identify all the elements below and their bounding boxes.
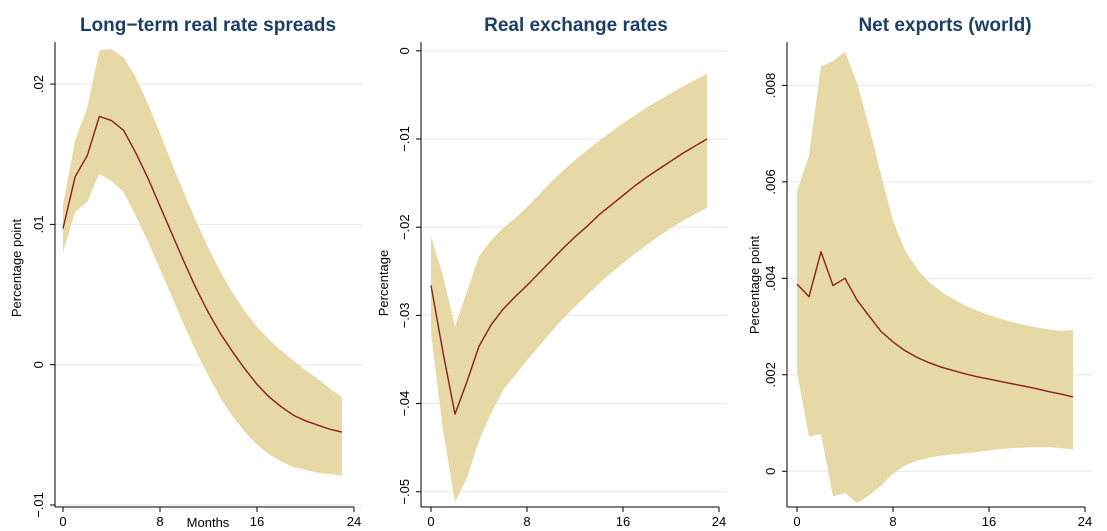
x-tick-label: 16 xyxy=(982,514,996,529)
x-tick-label: 0 xyxy=(427,514,434,529)
confidence-band xyxy=(797,51,1073,504)
confidence-band xyxy=(431,73,707,503)
y-tick-label: .002 xyxy=(763,362,778,387)
panel-net-exports-world: Net exports (world) Percentage point 0 .0… xyxy=(747,15,1093,529)
y-tick-label: .006 xyxy=(763,169,778,194)
y-tick-label: −.01 xyxy=(397,126,412,152)
y-axis-label: Percentage xyxy=(376,250,391,317)
y-tick-label: .004 xyxy=(763,266,778,291)
y-tick-label: −.03 xyxy=(397,303,412,329)
y-axis-label: Percentage point xyxy=(9,218,24,317)
y-tick-label: −.04 xyxy=(397,391,412,417)
y-tick-label: −.02 xyxy=(397,214,412,240)
series-line xyxy=(62,115,343,433)
y-tick-label: 0 xyxy=(31,361,46,368)
panel-real-exchange-rates: Real exchange rates Percentage −.05 −.04 −… xyxy=(376,15,727,529)
y-tick-label: .008 xyxy=(763,73,778,98)
series-line xyxy=(796,251,1074,398)
y-tick-label: −.01 xyxy=(31,492,46,518)
x-tick-label: 8 xyxy=(156,514,163,529)
y-tick-label: −.05 xyxy=(397,479,412,505)
panel-title: Real exchange rates xyxy=(484,15,668,36)
y-axis-label: Percentage point xyxy=(747,235,762,334)
x-tick-label: 16 xyxy=(616,514,630,529)
y-tick-label: .02 xyxy=(31,75,46,93)
y-tick-label: 0 xyxy=(397,47,412,54)
panel-title: Net exports (world) xyxy=(858,15,1031,36)
x-tick-label: 0 xyxy=(793,514,800,529)
panel-long-term-real-rate-spreads: Long−term real rate spreads Percentage p… xyxy=(9,15,362,530)
panel-title: Long−term real rate spreads xyxy=(80,15,336,36)
y-tick-label: 0 xyxy=(763,468,778,475)
x-tick-label: 24 xyxy=(712,514,726,529)
x-tick-label: 16 xyxy=(250,514,264,529)
x-axis-label: Months xyxy=(187,515,230,530)
x-tick-label: 24 xyxy=(347,514,361,529)
confidence-band xyxy=(63,49,342,476)
x-tick-label: 24 xyxy=(1078,514,1092,529)
x-tick-label: 8 xyxy=(523,514,530,529)
series-line xyxy=(430,138,708,415)
x-tick-label: 8 xyxy=(889,514,896,529)
y-tick-label: .01 xyxy=(31,215,46,233)
x-tick-label: 0 xyxy=(59,514,66,529)
